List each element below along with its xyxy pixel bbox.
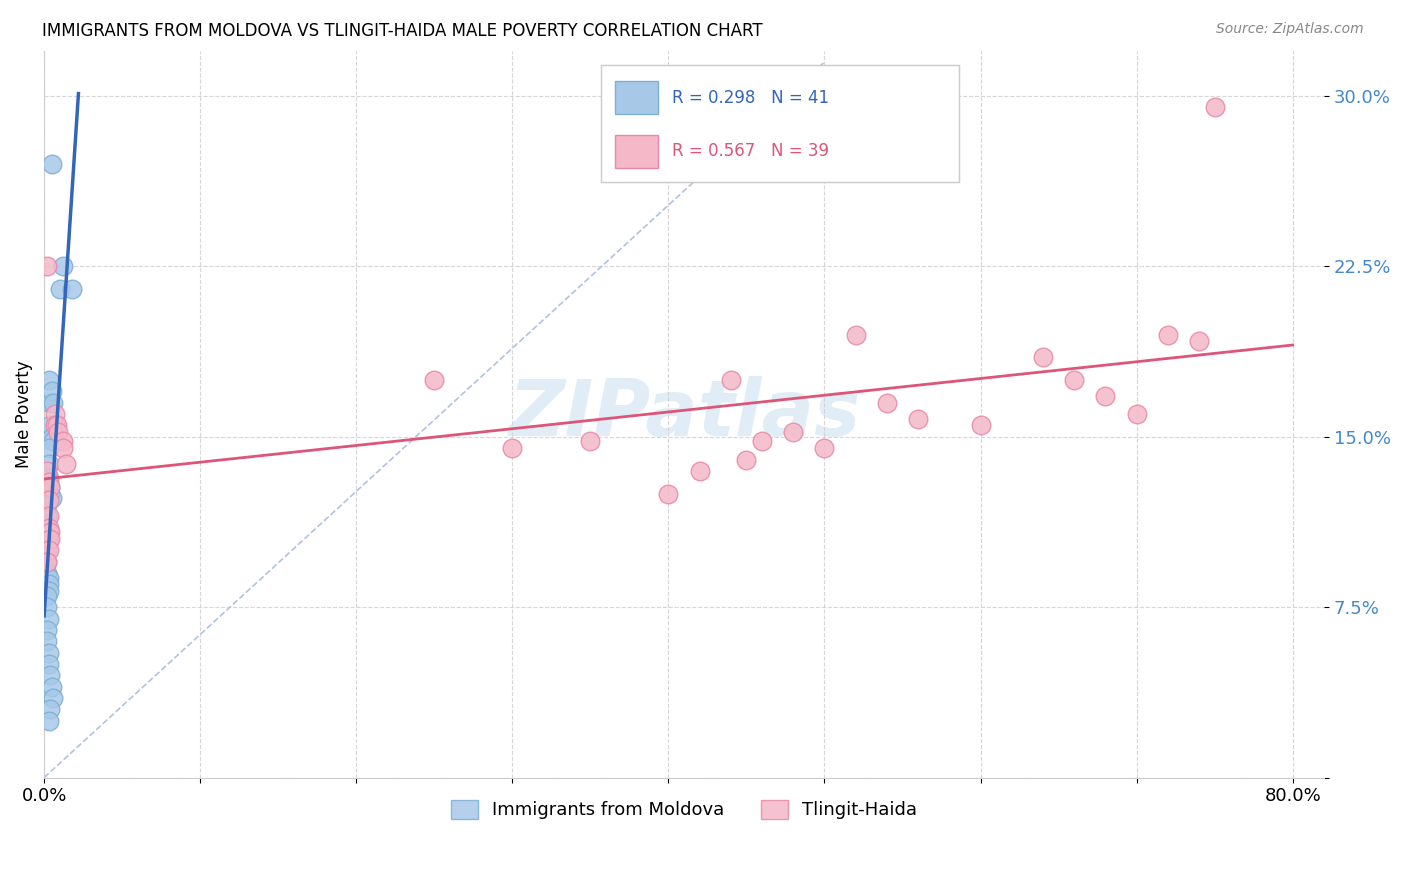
Point bbox=[41, 384, 63, 399]
Point bbox=[1063, 373, 1085, 387]
Text: Source: ZipAtlas.com: Source: ZipAtlas.com bbox=[1216, 22, 1364, 37]
Point bbox=[969, 418, 991, 433]
Point bbox=[37, 543, 59, 558]
Point bbox=[37, 509, 59, 524]
Point bbox=[41, 430, 63, 444]
Point bbox=[52, 441, 75, 455]
Point bbox=[39, 525, 62, 540]
Point bbox=[37, 600, 59, 615]
Point bbox=[37, 464, 59, 478]
Point bbox=[42, 434, 65, 449]
Point bbox=[38, 611, 60, 625]
Point bbox=[44, 418, 66, 433]
Point bbox=[46, 425, 69, 440]
Text: IMMIGRANTS FROM MOLDOVA VS TLINGIT-HAIDA MALE POVERTY CORRELATION CHART: IMMIGRANTS FROM MOLDOVA VS TLINGIT-HAIDA… bbox=[42, 22, 763, 40]
Point bbox=[39, 480, 62, 494]
Point bbox=[37, 555, 59, 569]
Point bbox=[1157, 327, 1180, 342]
Point bbox=[38, 577, 60, 591]
Point bbox=[42, 691, 65, 706]
Point bbox=[782, 425, 804, 440]
Point bbox=[38, 457, 60, 471]
Point bbox=[38, 471, 60, 485]
Point bbox=[38, 532, 60, 546]
Point bbox=[39, 532, 62, 546]
Point bbox=[38, 571, 60, 585]
Point bbox=[39, 668, 62, 682]
Point bbox=[38, 543, 60, 558]
Point bbox=[38, 509, 60, 524]
Point bbox=[657, 486, 679, 500]
Point bbox=[751, 434, 773, 449]
Point bbox=[37, 555, 59, 569]
Point bbox=[37, 623, 59, 637]
Point bbox=[60, 282, 83, 296]
Point bbox=[37, 521, 59, 535]
Point bbox=[38, 521, 60, 535]
Point bbox=[41, 680, 63, 694]
Point bbox=[876, 396, 898, 410]
Point bbox=[38, 493, 60, 508]
Point bbox=[44, 407, 66, 421]
Point bbox=[52, 260, 75, 274]
Point bbox=[423, 373, 446, 387]
Point bbox=[37, 634, 59, 648]
Point bbox=[39, 486, 62, 500]
Point bbox=[907, 411, 929, 425]
Point bbox=[39, 702, 62, 716]
Point bbox=[845, 327, 868, 342]
Point bbox=[689, 464, 711, 478]
Point bbox=[38, 584, 60, 599]
Point bbox=[48, 282, 70, 296]
Text: ZIPatlas: ZIPatlas bbox=[508, 376, 860, 452]
Point bbox=[45, 418, 67, 433]
Point bbox=[42, 396, 65, 410]
Legend: Immigrants from Moldova, Tlingit-Haida: Immigrants from Moldova, Tlingit-Haida bbox=[443, 793, 924, 827]
Point bbox=[37, 566, 59, 581]
Point bbox=[52, 434, 75, 449]
Point bbox=[579, 434, 602, 449]
Point bbox=[1094, 389, 1116, 403]
Point bbox=[720, 373, 742, 387]
Point bbox=[37, 260, 59, 274]
Point bbox=[38, 646, 60, 660]
Point bbox=[38, 714, 60, 728]
Point bbox=[38, 441, 60, 455]
Point bbox=[37, 589, 59, 603]
Point bbox=[44, 418, 66, 433]
Point bbox=[38, 657, 60, 671]
Point bbox=[1188, 334, 1211, 349]
Point bbox=[38, 373, 60, 387]
Point bbox=[735, 452, 758, 467]
Point bbox=[39, 480, 62, 494]
Y-axis label: Male Poverty: Male Poverty bbox=[15, 360, 32, 468]
Point bbox=[41, 157, 63, 171]
Point bbox=[38, 475, 60, 490]
Point bbox=[41, 491, 63, 505]
Point bbox=[501, 441, 523, 455]
Point bbox=[1032, 351, 1054, 365]
Point bbox=[37, 498, 59, 512]
Point bbox=[813, 441, 835, 455]
Point bbox=[55, 457, 77, 471]
Point bbox=[1125, 407, 1147, 421]
Point bbox=[39, 418, 62, 433]
Point bbox=[39, 396, 62, 410]
Point bbox=[38, 525, 60, 540]
Point bbox=[1204, 100, 1226, 114]
